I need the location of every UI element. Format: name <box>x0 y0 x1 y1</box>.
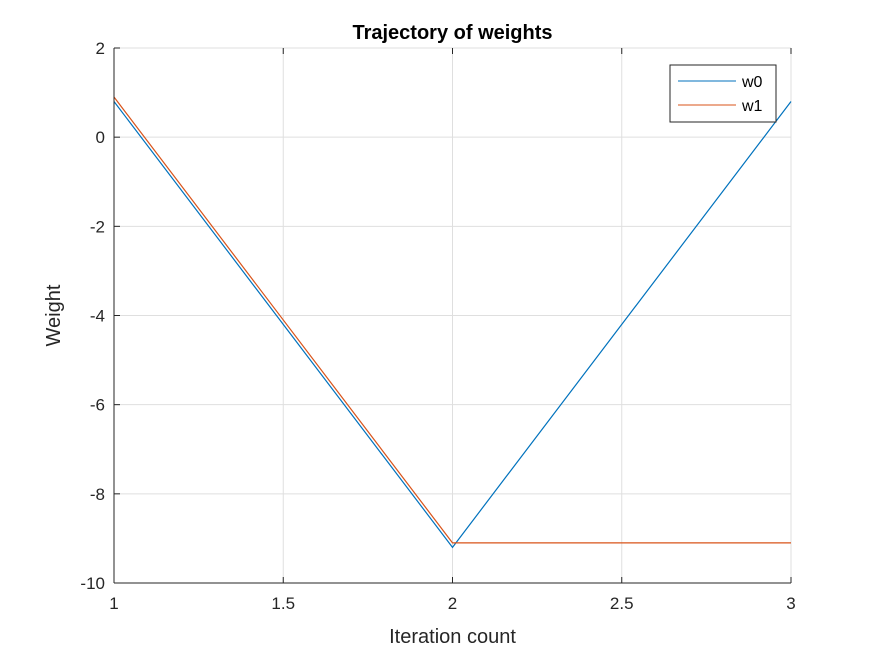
x-tick-label-0: 1 <box>109 594 118 613</box>
y-tick-label-1: -8 <box>90 485 105 504</box>
series-line-w1 <box>113 96 791 544</box>
y-tick-label-3: -4 <box>90 307 105 326</box>
legend-box <box>669 64 777 123</box>
series-lines <box>113 96 792 549</box>
x-axis-title: Iteration count <box>389 626 516 648</box>
chart-title: Trajectory of weights <box>352 22 552 44</box>
tick-labels: 1 1.5 2 2.5 3 -10 -8 -6 -4 -2 0 2 <box>80 39 795 613</box>
y-axis-title: Weight <box>43 284 65 346</box>
legend: w0 w1 <box>669 64 777 123</box>
x-tick-label-3: 2.5 <box>610 594 634 613</box>
y-tick-label-0: -10 <box>80 574 105 593</box>
y-tick-label-4: -2 <box>90 217 105 236</box>
x-tick-label-4: 3 <box>786 594 795 613</box>
y-tick-label-6: 2 <box>96 39 105 58</box>
legend-label-w1: w1 <box>741 98 763 115</box>
axes <box>113 47 792 584</box>
legend-label-w0: w0 <box>741 74 763 91</box>
y-tick-label-2: -6 <box>90 396 105 415</box>
x-tick-label-1: 1.5 <box>271 594 295 613</box>
y-tick-label-5: 0 <box>96 128 105 147</box>
x-tick-label-2: 2 <box>448 594 457 613</box>
series-line-w0 <box>113 101 792 549</box>
